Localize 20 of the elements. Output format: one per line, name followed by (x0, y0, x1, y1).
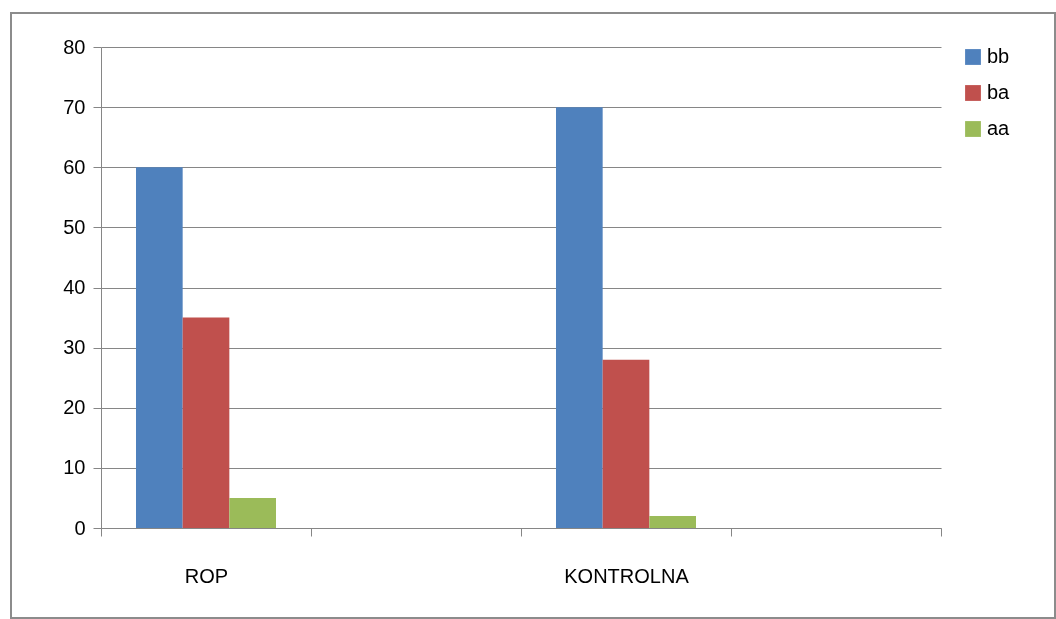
bar (649, 515, 696, 528)
bar (136, 167, 183, 528)
y-tick-label: 30 (63, 336, 86, 359)
bar (182, 317, 230, 528)
y-tick-label: 60 (63, 155, 86, 178)
bar (229, 497, 276, 528)
y-tick-label: 80 (63, 35, 86, 58)
legend-label: ba (987, 81, 1011, 103)
y-tick-label: 70 (63, 95, 86, 118)
bar (556, 107, 603, 528)
y-tick-label: 0 (74, 516, 86, 539)
legend-label: bb (987, 45, 1010, 67)
y-tick-label: 20 (63, 396, 86, 419)
y-tick-label: 10 (63, 456, 86, 479)
legend-label: aa (987, 117, 1011, 139)
x-tick-label: KONTROLNA (564, 564, 690, 587)
x-tick-label: ROP (184, 564, 229, 587)
bar (602, 359, 650, 528)
y-tick-label: 40 (63, 276, 86, 298)
y-tick-label: 50 (63, 215, 86, 238)
